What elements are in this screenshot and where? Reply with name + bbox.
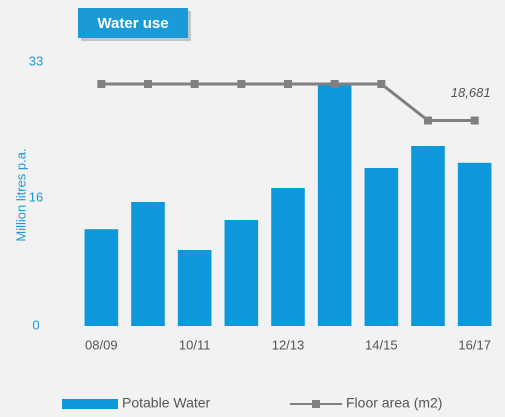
bar <box>317 84 352 326</box>
bar <box>224 220 259 326</box>
line-marker <box>97 80 106 88</box>
line-marker <box>424 116 432 125</box>
legend-label: Floor area (m2) <box>346 395 442 411</box>
line-marker <box>377 80 386 88</box>
bar <box>271 188 305 326</box>
bar <box>457 162 492 326</box>
line-marker <box>330 80 339 88</box>
bar <box>177 250 212 326</box>
y-tick-label: 0 <box>32 317 39 332</box>
value-label: 18,681 <box>451 85 491 100</box>
chart-title: Water use <box>97 15 168 32</box>
y-axis-label: Million litres p.a. <box>13 148 28 241</box>
bar <box>364 168 399 326</box>
bar <box>411 146 445 326</box>
line-marker <box>144 80 152 88</box>
x-tick-label: 10/11 <box>179 337 211 352</box>
x-tick-label: 08/09 <box>85 337 118 352</box>
line-marker <box>237 80 246 88</box>
bar <box>131 202 165 326</box>
legend-label: Potable Water <box>122 395 211 411</box>
line-marker <box>190 80 199 88</box>
line-marker <box>284 80 292 88</box>
y-tick-label: 16 <box>29 189 43 204</box>
legend-marker <box>312 400 320 408</box>
x-tick-label: 14/15 <box>365 337 398 352</box>
legend-swatch <box>62 399 118 409</box>
bar <box>84 229 119 326</box>
line-marker <box>470 116 479 125</box>
x-tick-label: 12/13 <box>272 337 305 352</box>
x-tick-label: 16/17 <box>458 337 491 352</box>
y-tick-label: 33 <box>29 53 43 68</box>
title-box <box>78 8 188 38</box>
